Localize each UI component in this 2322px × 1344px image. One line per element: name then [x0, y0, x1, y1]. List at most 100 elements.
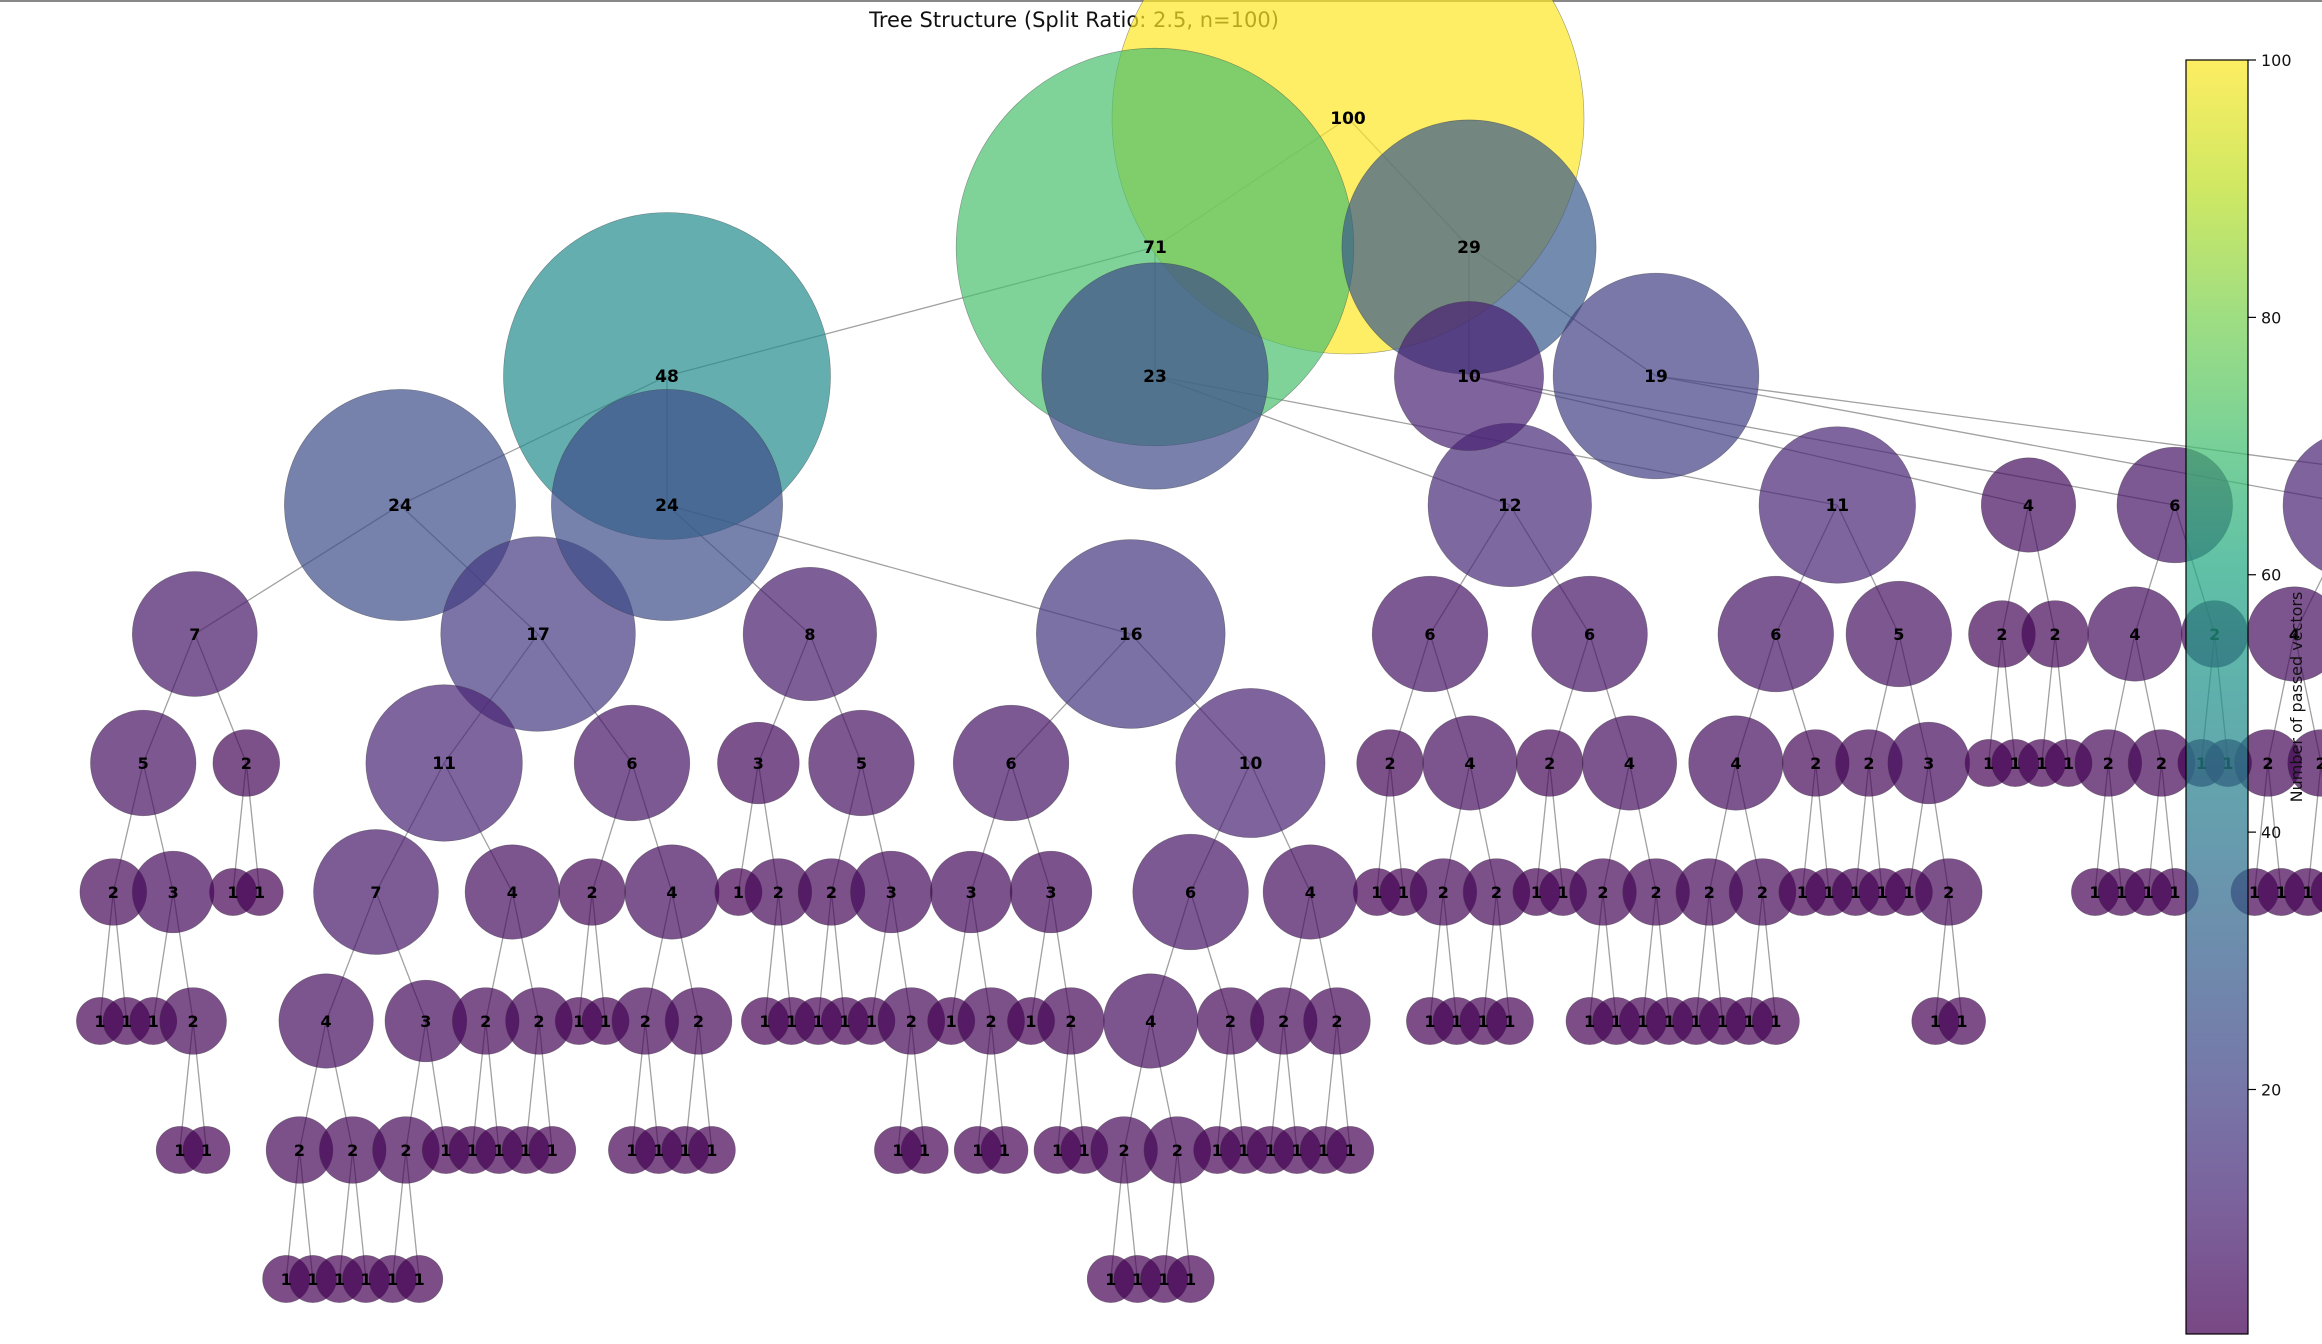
node-label: 1 [2036, 754, 2047, 773]
colorbar-tick-label: 80 [2261, 308, 2281, 327]
node-label: 1 [946, 1012, 957, 1031]
tree-node [551, 389, 783, 621]
node-label: 2 [640, 1012, 651, 1031]
node-label: 1 [733, 883, 744, 902]
node-label: 2 [400, 1141, 411, 1160]
node-label: 1 [1611, 1012, 1622, 1031]
node-label: 1 [1291, 1141, 1302, 1160]
colorbar-tick-label: 100 [2261, 51, 2292, 70]
node-label: 2 [906, 1012, 917, 1031]
node-label: 1 [1664, 1012, 1675, 1031]
tree-node [365, 684, 523, 842]
node-label: 1 [174, 1141, 185, 1160]
tree-node [900, 1126, 949, 1174]
colorbar-label: Number of passed vectors [2287, 592, 2306, 803]
node-label: 11 [432, 754, 456, 774]
node-label: 2 [1225, 1012, 1236, 1031]
tree-node [235, 868, 284, 916]
node-label: 2 [188, 1012, 199, 1031]
node-label: 3 [1045, 883, 1056, 902]
node-label: 2 [2050, 625, 2061, 644]
node-label: 2 [480, 1012, 491, 1031]
node-label: 1 [547, 1141, 558, 1160]
node-label: 1 [999, 1141, 1010, 1160]
node-label: 2 [2262, 754, 2273, 773]
node-label: 1 [1717, 1012, 1728, 1031]
node-label: 12 [1498, 496, 1522, 516]
tree-node [2283, 868, 2322, 916]
node-label: 2 [693, 1012, 704, 1031]
node-label: 1 [1930, 1012, 1941, 1031]
tree-nodes [76, 0, 2322, 1303]
node-label: 6 [1770, 625, 1781, 644]
node-label: 1 [1371, 883, 1382, 902]
node-label: 3 [886, 883, 897, 902]
tree-node [1938, 997, 1986, 1045]
colorbar: 20 40 60 80 100 Number of passed vectors [2185, 51, 2306, 1335]
tree-node [1552, 272, 1760, 480]
node-label: 1 [307, 1270, 318, 1289]
tree-node [284, 389, 516, 621]
node-label: 1 [1770, 1012, 1781, 1031]
node-label: 6 [1584, 625, 1595, 644]
tree-node [2247, 586, 2322, 682]
colorbar-ticks: 20 40 60 80 100 [2248, 51, 2292, 1099]
node-label: 6 [1424, 625, 1435, 644]
node-label: 1 [440, 1141, 451, 1160]
node-label: 2 [1278, 1012, 1289, 1031]
node-label: 1 [281, 1270, 292, 1289]
node-label: 2 [826, 883, 837, 902]
node-label: 1 [1318, 1141, 1329, 1160]
tree-node [182, 1126, 231, 1174]
node-label: 4 [1305, 883, 1316, 902]
tree-node [742, 566, 877, 702]
node-label: 1 [919, 1141, 930, 1160]
tree-node [1915, 858, 1983, 926]
node-label: 16 [1119, 625, 1143, 645]
node-label: 1 [626, 1141, 637, 1160]
tree-node [132, 571, 258, 697]
node-label: 2 [1491, 883, 1502, 902]
colorbar-tick-label: 40 [2261, 823, 2281, 842]
tree-node [1751, 997, 1800, 1045]
tree-node [2310, 871, 2322, 913]
tree-node [1394, 301, 1544, 451]
tree-node [1175, 688, 1326, 838]
node-label: 1 [1185, 1270, 1196, 1289]
tree-edge [1655, 375, 2322, 465]
node-label: 1 [1025, 1012, 1036, 1031]
node-label: 1 [892, 1141, 903, 1160]
colorbar-tick-label: 20 [2261, 1080, 2281, 1099]
node-label: 1 [2089, 883, 2100, 902]
node-label: 7 [370, 883, 381, 902]
node-label: 4 [2129, 625, 2140, 644]
node-label: 1 [2276, 883, 2287, 902]
node-label: 24 [655, 496, 679, 516]
node-label: 1 [467, 1141, 478, 1160]
node-label: 1 [786, 1012, 797, 1031]
node-label: 1 [866, 1012, 877, 1031]
node-label: 2 [2156, 754, 2167, 773]
node-label: 1 [493, 1141, 504, 1160]
node-label: 1 [1424, 1012, 1435, 1031]
node-label: 1 [759, 1012, 770, 1031]
node-label: 1 [1345, 1141, 1356, 1160]
node-label: 1 [1983, 754, 1994, 773]
node-label: 4 [2023, 496, 2034, 515]
tree-node [717, 721, 800, 805]
node-label: 2 [986, 1012, 997, 1031]
node-label: 1 [2249, 883, 2260, 902]
tree-node [687, 1126, 736, 1174]
node-label: 1 [1531, 883, 1542, 902]
node-label: 1 [972, 1141, 983, 1160]
node-label: 1 [680, 1141, 691, 1160]
node-label: 2 [587, 883, 598, 902]
node-label: 4 [507, 883, 518, 902]
node-label: 4 [1145, 1012, 1156, 1031]
node-label: 1 [201, 1141, 212, 1160]
node-label: 2 [773, 883, 784, 902]
colorbar-gradient [2186, 60, 2248, 1334]
tree-node [1166, 1255, 1215, 1303]
